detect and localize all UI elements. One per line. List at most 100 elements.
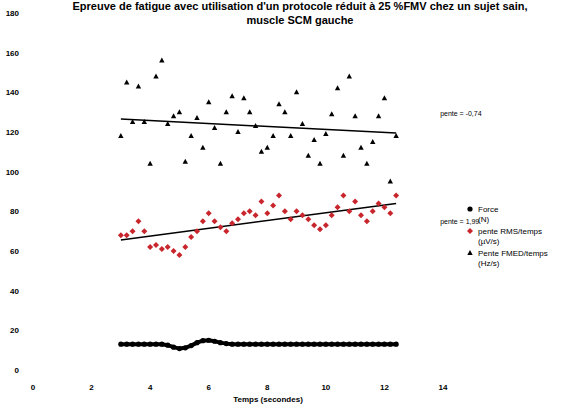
point <box>329 111 334 116</box>
legend-marker <box>467 250 472 255</box>
point <box>247 109 252 114</box>
point <box>364 161 369 166</box>
point <box>200 338 205 343</box>
point <box>364 218 370 224</box>
point <box>206 210 212 216</box>
point <box>147 244 153 250</box>
point <box>130 228 136 234</box>
point <box>335 342 340 347</box>
point <box>183 345 188 350</box>
x-tick-label: 0 <box>31 383 36 392</box>
title: Epreuve de fatigue avec utilisation d'un… <box>73 0 528 12</box>
point <box>288 342 293 347</box>
point <box>188 133 193 138</box>
point <box>335 85 340 90</box>
point <box>270 202 276 208</box>
x-tick-label: 4 <box>148 383 153 392</box>
point <box>282 208 288 214</box>
point <box>358 212 364 218</box>
point <box>329 342 334 347</box>
point <box>317 226 323 232</box>
point <box>183 159 188 164</box>
point <box>130 119 135 124</box>
point <box>352 113 357 118</box>
x-tick-label: 14 <box>439 383 448 392</box>
point <box>165 343 170 348</box>
point <box>388 179 393 184</box>
point <box>282 109 287 114</box>
point <box>265 145 270 150</box>
point <box>376 342 381 347</box>
point <box>206 99 211 104</box>
point <box>299 212 305 218</box>
point <box>159 342 164 347</box>
point <box>182 244 188 250</box>
point <box>276 192 282 198</box>
point <box>288 216 294 222</box>
point <box>247 342 252 347</box>
point <box>153 73 158 78</box>
point <box>300 121 305 126</box>
point <box>294 342 299 347</box>
point <box>370 208 376 214</box>
y-tick-label: 100 <box>6 168 20 177</box>
y-tick-label: 0 <box>15 366 20 375</box>
point <box>218 161 223 166</box>
point <box>264 210 270 216</box>
point <box>265 342 270 347</box>
x-tick-label: 10 <box>321 383 330 392</box>
point <box>370 139 375 144</box>
point <box>188 234 194 240</box>
point <box>194 340 199 345</box>
point <box>247 208 253 214</box>
point <box>124 79 129 84</box>
point <box>124 232 130 238</box>
point <box>393 133 398 138</box>
point <box>136 342 141 347</box>
point <box>382 95 387 100</box>
point <box>212 125 217 130</box>
point <box>177 346 182 351</box>
point <box>288 133 293 138</box>
point <box>224 109 229 114</box>
point <box>241 210 247 216</box>
legend-item: Force(N) <box>467 205 499 224</box>
point <box>282 342 287 347</box>
x-axis-label: Temps (secondes) <box>233 395 303 404</box>
point <box>323 342 328 347</box>
point <box>229 220 235 226</box>
point <box>253 212 259 218</box>
annotation: pente = 1,99 <box>440 218 479 226</box>
legend-item: Pente FMED/temps(Hz/s) <box>467 249 548 268</box>
plot-area <box>118 58 399 352</box>
point <box>136 83 141 88</box>
point <box>305 216 311 222</box>
y-tick-label: 40 <box>10 287 19 296</box>
y-tick-label: 180 <box>6 9 20 18</box>
point <box>387 210 393 216</box>
point <box>306 342 311 347</box>
point <box>223 228 229 234</box>
legend-item: pente RMS/temps(µV/s) <box>467 227 542 246</box>
point <box>206 338 211 343</box>
point <box>311 137 316 142</box>
point <box>341 153 346 158</box>
point <box>135 218 141 224</box>
point <box>376 200 382 206</box>
point <box>118 133 123 138</box>
point <box>235 216 241 222</box>
point <box>229 93 234 98</box>
point <box>217 224 223 230</box>
point <box>382 342 387 347</box>
y-tick-label: 60 <box>10 247 19 256</box>
point <box>235 342 240 347</box>
point <box>230 342 235 347</box>
point <box>118 342 123 347</box>
point <box>147 161 152 166</box>
point <box>259 342 264 347</box>
point <box>347 342 352 347</box>
point <box>171 248 177 254</box>
subtitle: muscle SCM gauche <box>247 14 354 26</box>
point <box>276 101 281 106</box>
x-tick-label: 2 <box>89 383 94 392</box>
